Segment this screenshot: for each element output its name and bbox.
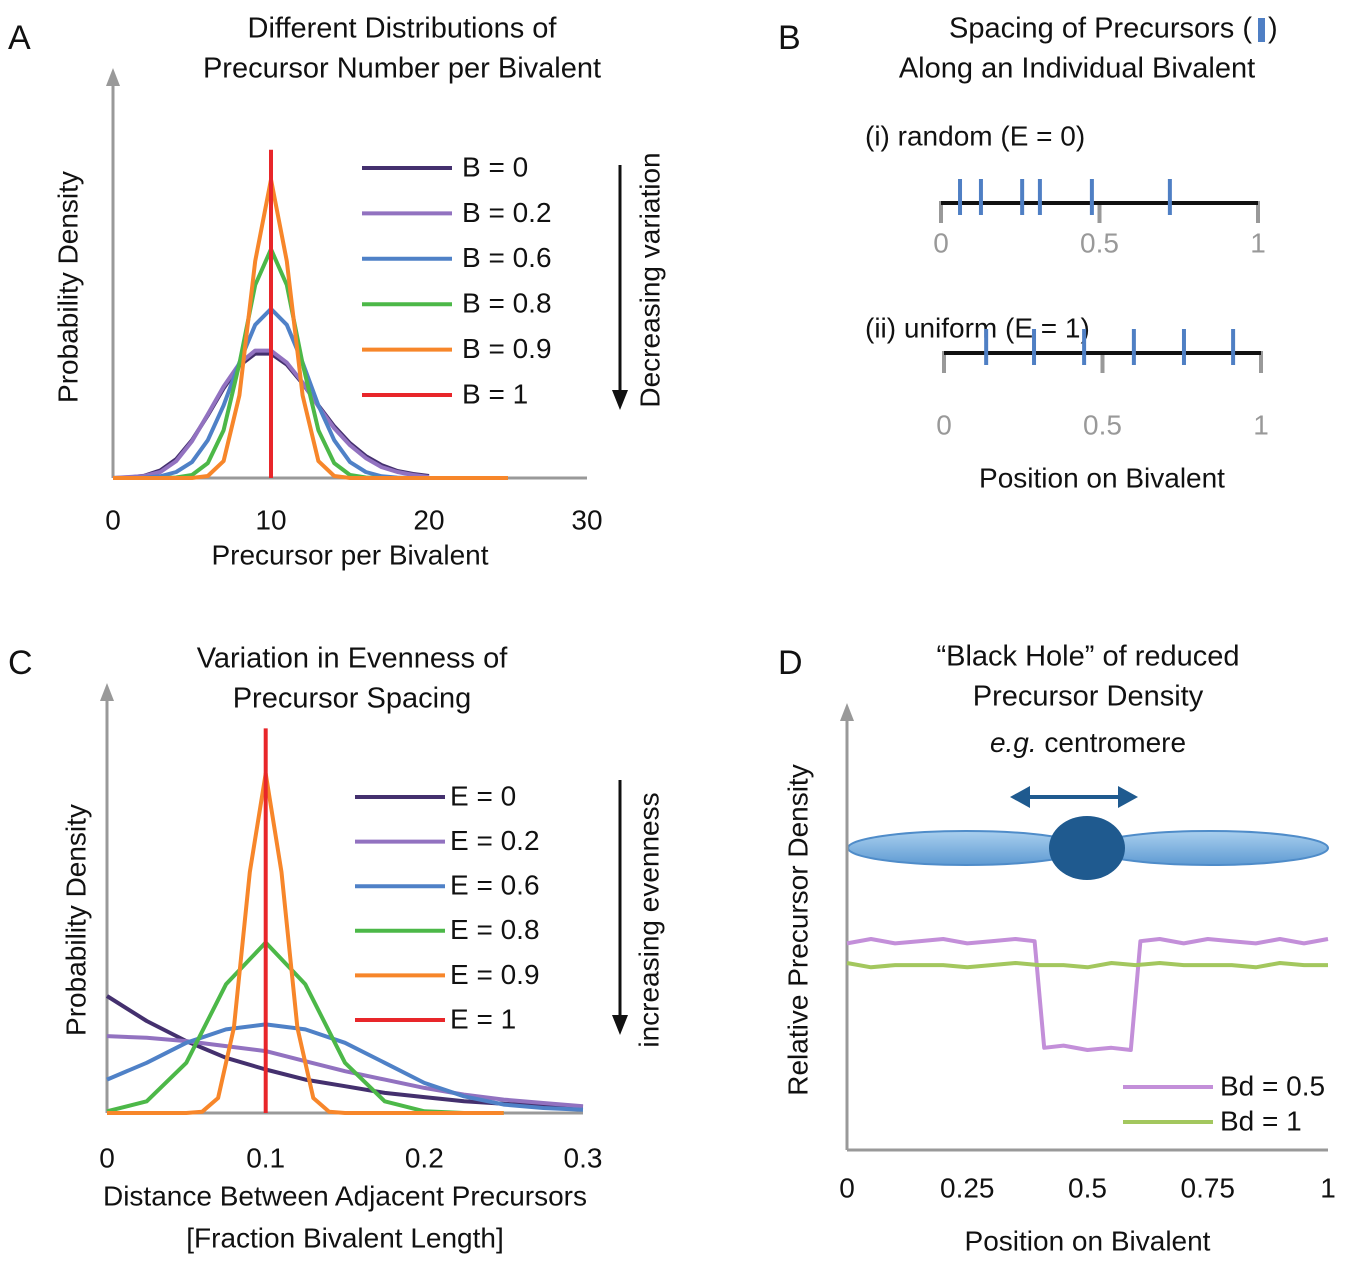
legend-label: B = 0.6 — [462, 242, 552, 273]
x-tick-label: 0.5 — [1080, 227, 1119, 258]
chart-title: Different Distributions of — [248, 13, 558, 45]
chart-title: ) — [1268, 13, 1278, 45]
chart-title: “Black Hole” of reduced — [936, 641, 1239, 673]
y-axis-arrow — [106, 68, 120, 86]
legend-label: B = 0.9 — [462, 333, 552, 364]
x-tick-label: 0.25 — [940, 1172, 995, 1203]
note-italic: e.g. — [990, 727, 1037, 758]
annotation: Decreasing variation — [634, 152, 665, 407]
legend-label: Bd = 1 — [1220, 1105, 1302, 1136]
legend-label: B = 1 — [462, 378, 528, 409]
x-axis-label: Precursor per Bivalent — [211, 539, 488, 570]
x-tick-label: 0 — [936, 409, 952, 440]
chart-title: Precursor Spacing — [233, 683, 472, 715]
x-tick-label: 0 — [99, 1142, 115, 1173]
y-axis-label: Relative Precursor Density — [782, 764, 813, 1095]
x-tick-label: 0.5 — [1083, 409, 1122, 440]
chromosome-diagram — [847, 786, 1329, 880]
annotation: increasing evenness — [633, 792, 664, 1047]
chart-title: Precursor Density — [973, 681, 1204, 713]
chart-title: Variation in Evenness of — [197, 643, 509, 675]
x-tick-label: 0 — [933, 227, 949, 258]
panel-letter: B — [778, 19, 801, 57]
x-tick-label: 0 — [839, 1172, 855, 1203]
row-label: (ii) uniform (E = 1) — [865, 312, 1090, 343]
x-tick-label: 1 — [1253, 409, 1269, 440]
chart-title: Precursor Number per Bivalent — [203, 53, 601, 85]
panel-letter: C — [8, 644, 33, 682]
x-tick-label: 0.3 — [564, 1142, 603, 1173]
legend-label: B = 0 — [462, 151, 528, 182]
legend-label: E = 0.6 — [450, 870, 540, 901]
legend-label: E = 0 — [450, 780, 516, 811]
panel-letter: A — [8, 19, 31, 57]
y-axis-label: Probability Density — [60, 804, 91, 1036]
x-axis-label: Distance Between Adjacent Precursors — [103, 1180, 587, 1211]
y-axis-arrow — [100, 683, 114, 701]
panel-letter: D — [778, 644, 803, 682]
legend-label: E = 0.8 — [450, 914, 540, 945]
legend-label: Bd = 0.5 — [1220, 1070, 1325, 1101]
x-tick-label: 30 — [571, 504, 602, 535]
annotation-arrowhead — [612, 1015, 628, 1035]
legend-label: E = 1 — [450, 1003, 516, 1034]
legend-label: B = 0.2 — [462, 197, 552, 228]
note: e.g. centromere — [990, 727, 1186, 758]
y-axis-arrow — [840, 703, 854, 721]
x-tick-label: 0.2 — [405, 1142, 444, 1173]
x-tick-label: 0.5 — [1068, 1172, 1107, 1203]
x-axis-label: Position on Bivalent — [965, 1225, 1211, 1256]
x-tick-label: 1 — [1320, 1172, 1336, 1203]
x-tick-label: 0.75 — [1181, 1172, 1236, 1203]
x-tick-label: 1 — [1250, 227, 1266, 258]
x-tick-label: 20 — [413, 504, 444, 535]
series-line — [107, 771, 504, 1115]
x-axis-label: Position on Bivalent — [979, 462, 1225, 493]
x-axis-label: [Fraction Bivalent Length] — [186, 1222, 504, 1253]
x-tick-label: 10 — [255, 504, 286, 535]
y-axis-label: Probability Density — [52, 171, 83, 403]
chart-subtitle: Along an Individual Bivalent — [899, 53, 1255, 85]
row-label: (i) random (E = 0) — [865, 120, 1085, 151]
x-tick-label: 0 — [105, 504, 121, 535]
legend-label: E = 0.9 — [450, 959, 540, 990]
legend-label: E = 0.2 — [450, 825, 540, 856]
x-tick-label: 0.1 — [246, 1142, 285, 1173]
chart-title: Spacing of Precursors ( — [949, 13, 1252, 45]
series-line — [846, 961, 1328, 970]
note-text: centromere — [1037, 727, 1186, 758]
title-icon — [1258, 18, 1265, 42]
series-line — [113, 177, 508, 480]
series-line — [106, 1022, 584, 1112]
series-line — [846, 937, 1329, 1052]
annotation-arrowhead — [612, 390, 628, 410]
legend-label: B = 0.8 — [462, 288, 552, 319]
